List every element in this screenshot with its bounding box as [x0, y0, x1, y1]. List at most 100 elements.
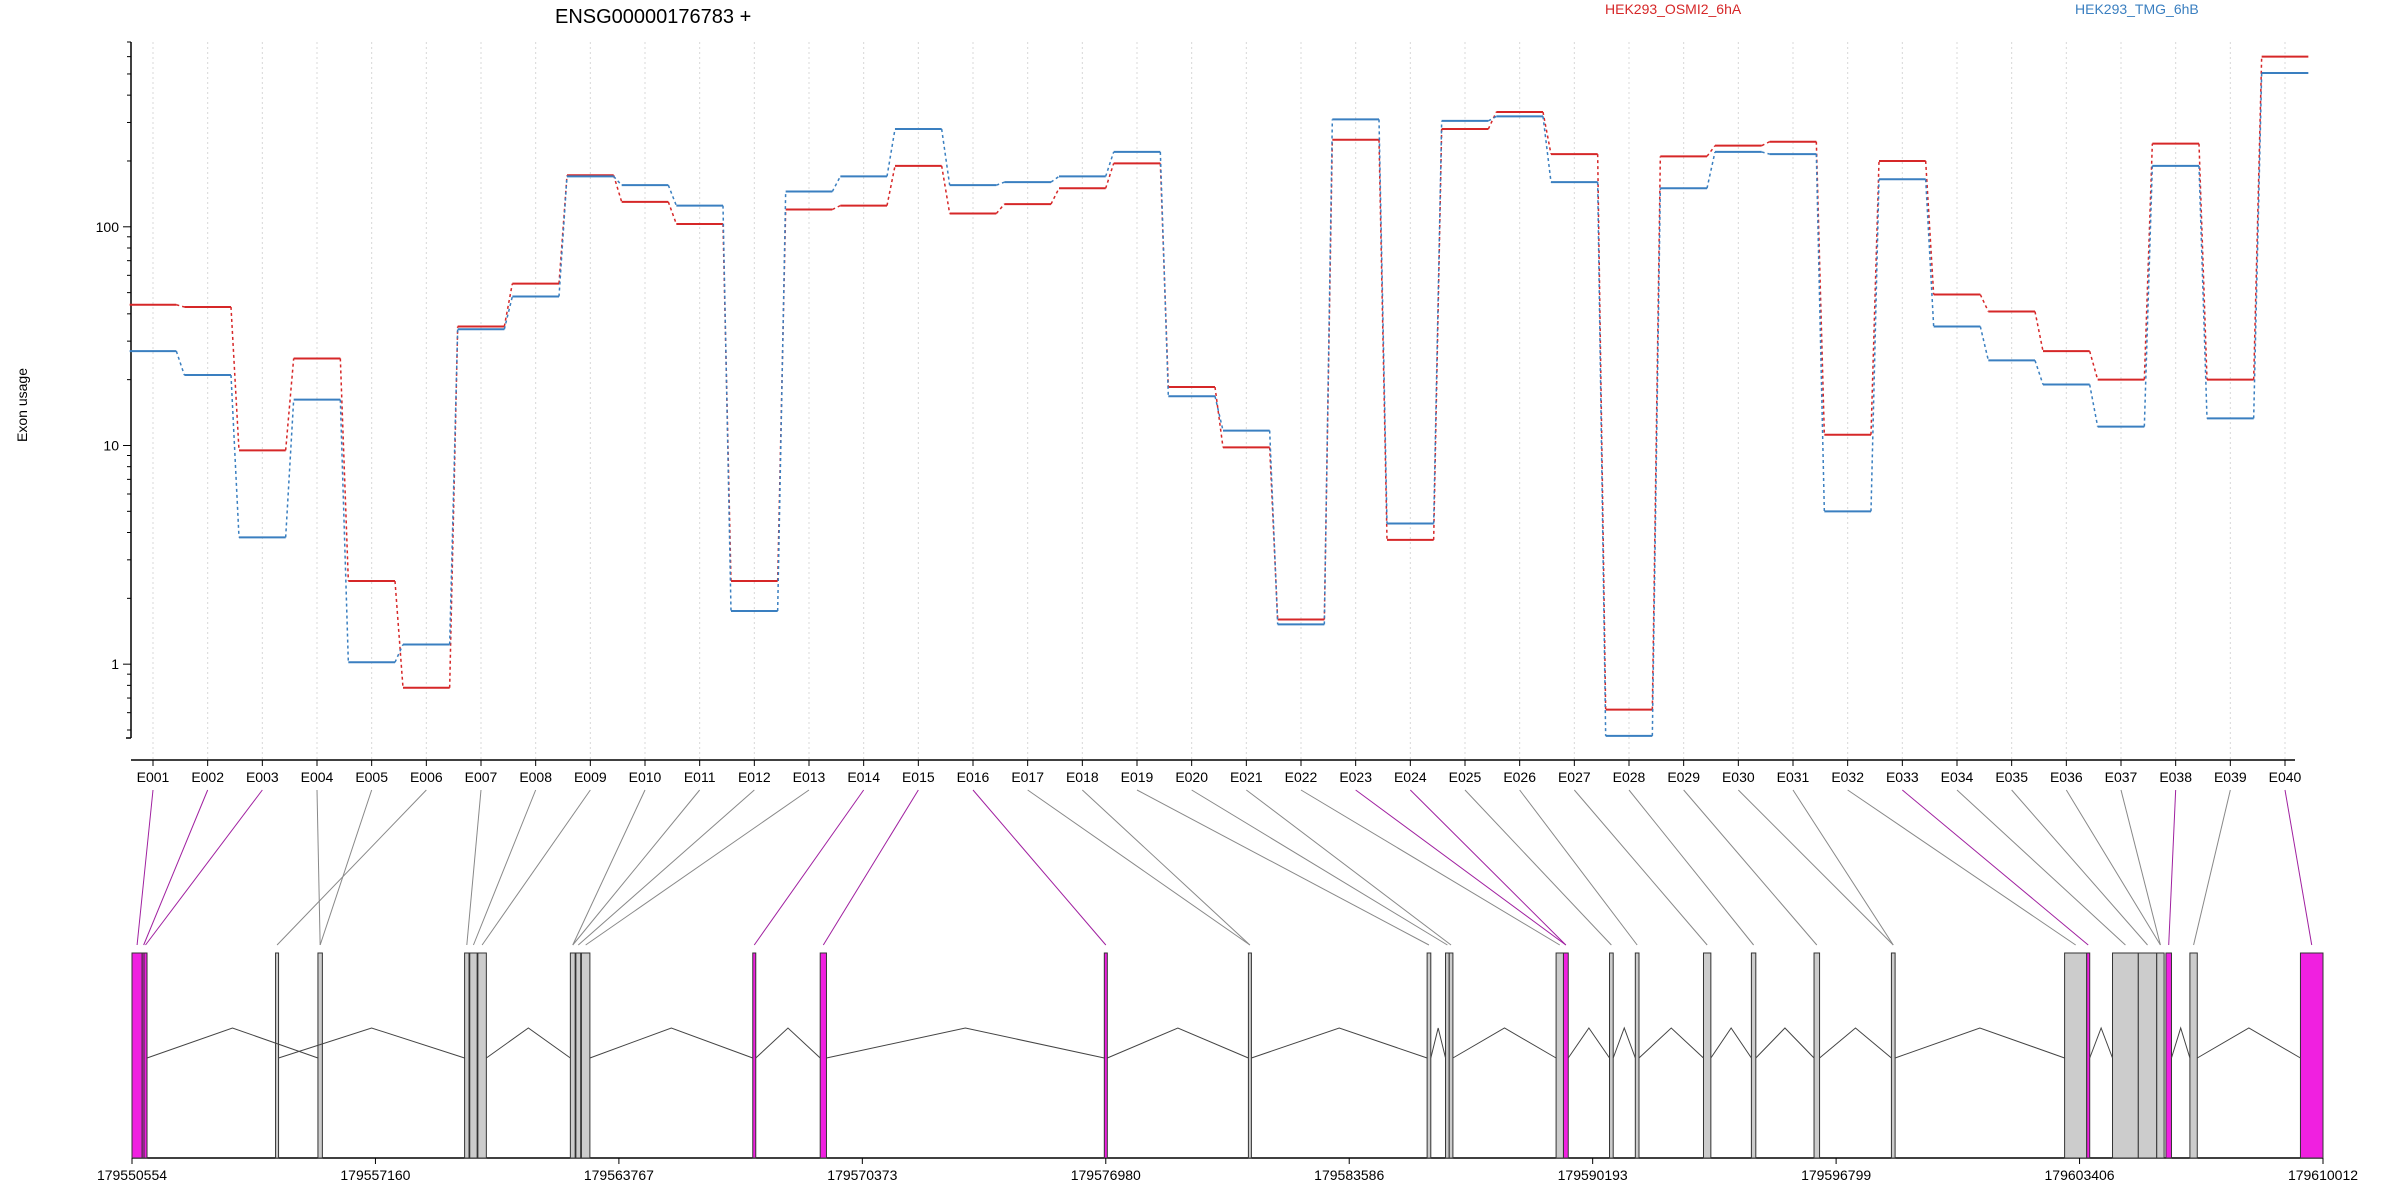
gene-exon-e004	[317, 952, 323, 1159]
series-connector-hek293-tmg-6hb	[667, 184, 678, 206]
exon-connector	[753, 789, 865, 946]
exon-connector	[1300, 789, 1561, 946]
gene-exon-e028	[2086, 952, 2091, 1159]
series-connector-hek293-tmg-6hb	[1815, 154, 1826, 512]
exon-label-e039: E039	[2214, 769, 2247, 785]
exon-label-e003: E003	[246, 769, 279, 785]
exon-connectors	[136, 789, 2313, 946]
gene-exon-e025	[1813, 952, 1821, 1159]
gene-exon-e005	[275, 952, 280, 1159]
series-hek293-tmg-6hb	[129, 72, 2309, 737]
exon-label-e035: E035	[1995, 769, 2028, 785]
exon-connector	[1847, 789, 2076, 946]
vertical-gridlines	[152, 42, 2286, 760]
series-connector-hek293-osmi2-6ha	[1214, 386, 1224, 448]
exon-connector	[145, 789, 263, 946]
intron-line	[146, 1027, 319, 1059]
exon-connector	[472, 789, 537, 946]
exon-label-e033: E033	[1886, 769, 1919, 785]
intron-line	[1894, 1027, 2065, 1059]
series-connector-hek293-tmg-6hb	[886, 128, 896, 177]
exon-connector	[466, 789, 482, 946]
gene-exon-e011	[580, 952, 591, 1159]
intron-line	[2170, 1026, 2191, 1059]
exon-label-e034: E034	[1941, 769, 1974, 785]
exon-connector	[2193, 789, 2231, 946]
exon-connector	[572, 789, 646, 946]
series-connector-hek293-tmg-6hb	[2034, 360, 2044, 385]
exon-label-e006: E006	[410, 769, 443, 785]
series-connector-hek293-osmi2-6ha	[667, 201, 678, 225]
series-connector-hek293-osmi2-6ha	[1706, 145, 1716, 157]
series-connector-hek293-tmg-6hb	[1979, 326, 1990, 361]
exon-label-e015: E015	[902, 769, 935, 785]
exon-label-e014: E014	[847, 769, 880, 785]
exon-connector	[1573, 789, 1708, 946]
exon-label-e010: E010	[629, 769, 662, 785]
exon-label-e023: E023	[1339, 769, 1372, 785]
series-connector-hek293-osmi2-6ha	[503, 283, 514, 327]
gene-exon-e015	[1247, 952, 1252, 1159]
series-connector-hek293-tmg-6hb	[2198, 165, 2208, 419]
series-connector-hek293-tmg-6hb	[339, 399, 350, 663]
y-tick-label: 10	[103, 437, 119, 453]
coordinate-label: 179557160	[340, 1167, 410, 1183]
series-connector-hek293-tmg-6hb	[1651, 188, 1662, 736]
series-connector-hek293-osmi2-6ha	[284, 358, 295, 451]
series-connector-hek293-osmi2-6ha	[448, 326, 459, 688]
gene-exon-e022	[1634, 952, 1640, 1159]
exon-label-e002: E002	[191, 769, 224, 785]
legend-entry-hek293-tmg-6hb: HEK293_TMG_6hB	[2075, 1, 2199, 17]
series-connector-hek293-tmg-6hb	[230, 374, 240, 538]
gene-exon-e010	[575, 952, 582, 1159]
exon-connector	[1628, 789, 1754, 946]
series-connector-hek293-tmg-6hb	[613, 175, 623, 186]
exon-connector	[1956, 789, 2126, 946]
series-connector-hek293-tmg-6hb	[2143, 165, 2154, 427]
series-connector-hek293-tmg-6hb	[1432, 120, 1443, 524]
series-connector-hek293-tmg-6hb	[1378, 119, 1388, 524]
series-connector-hek293-tmg-6hb	[1487, 115, 1497, 122]
exon-label-e007: E007	[465, 769, 498, 785]
series-connector-hek293-tmg-6hb	[776, 191, 787, 612]
exon-connector	[2284, 789, 2313, 946]
gene-exon-e012	[752, 952, 757, 1159]
series-connector-hek293-osmi2-6ha	[995, 203, 1005, 215]
gene-exon-e033	[2189, 952, 2198, 1159]
exon-connector	[572, 789, 701, 946]
series-connector-hek293-osmi2-6ha	[832, 204, 841, 211]
series-connector-hek293-osmi2-6ha	[1924, 160, 1935, 295]
exon-label-e016: E016	[957, 769, 990, 785]
gene-exon-e027	[2064, 952, 2088, 1159]
exon-label-e017: E017	[1011, 769, 1044, 785]
series-connector-hek293-osmi2-6ha	[1761, 141, 1770, 147]
exon-connector	[2120, 789, 2161, 946]
coordinate-label: 179610012	[2288, 1167, 2358, 1183]
series-connector-hek293-tmg-6hb	[558, 176, 568, 297]
series-connector-hek293-osmi2-6ha	[1050, 187, 1060, 205]
series-connector-hek293-osmi2-6ha	[1378, 139, 1388, 540]
exon-connector	[276, 789, 427, 946]
series-connector-hek293-osmi2-6ha	[940, 165, 951, 214]
exon-connector	[1792, 789, 1894, 946]
gene-exon-e016	[1426, 952, 1432, 1159]
exon-connector	[143, 789, 209, 946]
series-connector-hek293-osmi2-6ha	[2088, 350, 2099, 380]
exon-label-e027: E027	[1558, 769, 1591, 785]
exon-label-e011: E011	[684, 769, 716, 785]
exon-label-e013: E013	[793, 769, 826, 785]
series-connector-hek293-osmi2-6ha	[394, 580, 404, 688]
exon-label-e009: E009	[574, 769, 607, 785]
series-connector-hek293-tmg-6hb	[394, 644, 404, 663]
coordinate-label: 179570373	[827, 1167, 897, 1183]
series-connector-hek293-osmi2-6ha	[339, 358, 350, 582]
series-connector-hek293-osmi2-6ha	[1542, 111, 1552, 155]
series-connector-hek293-tmg-6hb	[1104, 151, 1115, 177]
exon-label-e005: E005	[355, 769, 388, 785]
gene-exon-e029	[2112, 952, 2139, 1159]
gene-exon-e017	[1445, 952, 1450, 1159]
gene-exon-e003	[143, 952, 148, 1159]
series-lines	[129, 55, 2309, 737]
gene-exon-e013	[819, 952, 827, 1159]
